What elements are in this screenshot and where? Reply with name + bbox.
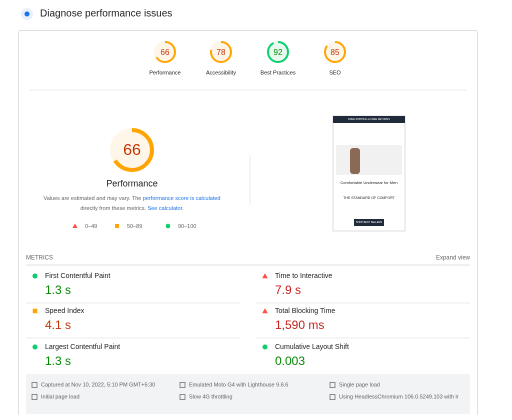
gauge-value: 92 <box>274 48 283 57</box>
icon-average <box>32 308 38 314</box>
gauge-arc <box>210 41 232 63</box>
footer-item: Single page load <box>339 382 380 388</box>
metric-value: 4.1 s <box>45 318 71 332</box>
footer-box <box>26 374 470 414</box>
gauge-value: 78 <box>217 48 226 57</box>
expand-view[interactable]: Expand view <box>436 256 471 262</box>
metric-label: Total Blocking Time <box>275 308 335 315</box>
icon-fail <box>262 273 268 279</box>
summary-link[interactable]: See calculator. <box>148 206 185 212</box>
metric-value: 1,590 ms <box>275 318 324 332</box>
metric-value: 1.3 s <box>45 283 71 297</box>
category-label: Accessibility <box>206 70 236 76</box>
footer-item: Initial page load <box>41 394 80 400</box>
metric-label: First Contentful Paint <box>45 273 110 280</box>
footer-icon <box>31 394 38 400</box>
summary-text: directly from these metrics. <box>80 206 147 212</box>
icon-pass <box>165 223 171 229</box>
footer-icon <box>179 382 186 388</box>
gauge-value: 85 <box>331 48 340 57</box>
footer-item: Emulated Moto G4 with Lighthouse 9.6.6 <box>189 382 288 388</box>
summary-text: Values are estimated and may vary. The <box>43 196 142 202</box>
thumb-button-text: SHOP BEST SELLERS <box>356 221 383 224</box>
gauge-arc <box>324 41 346 63</box>
thumb-model <box>350 148 360 174</box>
footer-icon <box>329 394 336 400</box>
metric-label: Cumulative Layout Shift <box>275 344 349 351</box>
thumb-banner <box>333 116 405 123</box>
gauge-arc <box>154 41 176 63</box>
category-label: Best Practices <box>260 70 295 76</box>
summary-link[interactable]: performance score is calculated <box>143 196 221 202</box>
card <box>18 30 478 420</box>
icon-pass <box>32 344 38 350</box>
thumb-banner-text: FREE SHIPPING & FREE RETURNS <box>348 118 390 121</box>
footer: Captured at Nov 10, 2022, 5:10 PM GMT+5:… <box>31 382 459 400</box>
summary-line: Values are estimated and may vary. The p… <box>43 196 220 202</box>
metric-label: Largest Contentful Paint <box>45 344 120 351</box>
gauge-value: 66 <box>161 48 170 57</box>
footer-item: Slow 4G throttling <box>189 394 232 400</box>
metric-value: 7.9 s <box>275 283 301 297</box>
gauge-value: 66 <box>123 142 141 159</box>
thumbnail: FREE SHIPPING & FREE RETURNS Comfortable… <box>332 115 406 232</box>
footer-icon <box>179 394 186 400</box>
metric-label: Speed Index <box>45 308 85 315</box>
footer-icon <box>329 382 336 388</box>
metric-value: 1.3 s <box>45 354 71 368</box>
header-icon-dot <box>24 11 30 17</box>
thumb-button <box>354 219 384 226</box>
legend-label: 90–100 <box>178 224 196 230</box>
summary-line: directly from these metrics. See calcula… <box>80 206 184 212</box>
header-title: Diagnose performance issues <box>40 9 172 20</box>
icon-pass <box>262 344 268 350</box>
legend-label: 50–89 <box>127 224 142 230</box>
metrics-heading: METRICS <box>26 256 53 262</box>
icon-fail <box>72 223 78 228</box>
icon-average <box>115 224 119 228</box>
summary-title: Performance <box>106 178 158 188</box>
category-label: SEO <box>329 70 341 76</box>
footer-item: Using HeadlessChromium 106.0.5249.103 wi… <box>339 394 459 400</box>
thumb-hero <box>336 145 402 175</box>
footer-item: Captured at Nov 10, 2022, 5:10 PM GMT+5:… <box>41 382 155 388</box>
metric-value: 0.003 <box>275 354 305 368</box>
thumb-heading: Comfortable Underwear for Men <box>340 180 397 185</box>
footer-icon <box>31 382 38 388</box>
legend-label: 0–49 <box>85 224 97 230</box>
thumb-tagline: THE STANDARD OF COMFORT <box>343 196 395 200</box>
gauge-arc <box>267 41 289 63</box>
gauge-arc <box>110 128 154 172</box>
icon-pass <box>32 273 38 279</box>
category-label: Performance <box>149 70 181 76</box>
metric-label: Time to Interactive <box>275 273 332 280</box>
icon-fail <box>262 308 268 314</box>
